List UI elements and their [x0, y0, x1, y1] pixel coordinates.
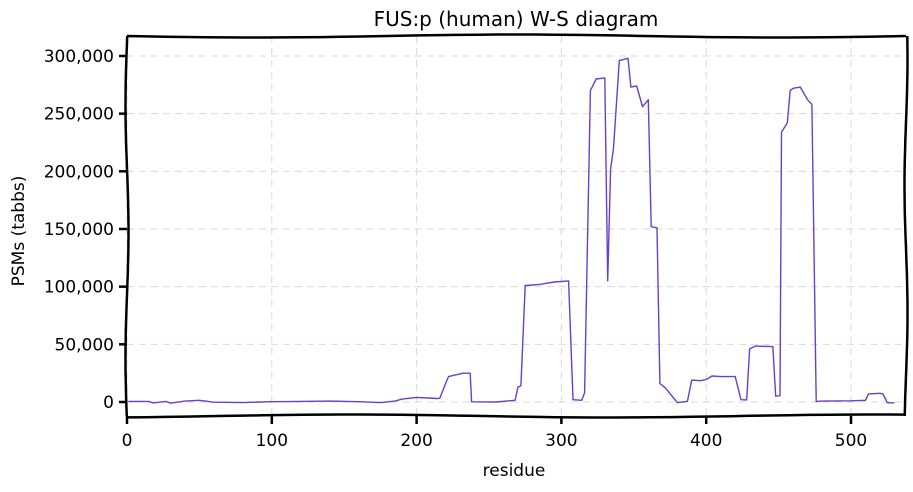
chart-title: FUS:p (human) W-S diagram: [374, 7, 659, 31]
y-tick-label: 50,000: [55, 335, 114, 355]
y-tick-label: 150,000: [44, 220, 114, 240]
y-tick-label: 250,000: [44, 105, 114, 125]
series-line-layer: [128, 57, 895, 404]
y-axis-label: PSMs (tabbs): [9, 176, 29, 287]
plot-frame: [124, 33, 909, 419]
x-tick-label: 500: [835, 431, 867, 451]
y-tick-label: 200,000: [44, 162, 114, 182]
x-tick-label: 300: [545, 431, 577, 451]
x-tick-label: 400: [690, 431, 722, 451]
y-tick-label: 300,000: [44, 47, 114, 67]
y-tick-label: 100,000: [44, 278, 114, 298]
grid: [126, 36, 906, 416]
y-tick-label: 0: [103, 393, 114, 413]
y-axis: 0 50,000 100,000 150,000 200,000 250,000 300,0…: [44, 47, 127, 413]
x-tick-label: 0: [122, 431, 133, 451]
x-axis: 0 100 200 300 400 500: [122, 416, 867, 451]
series-line: [128, 57, 895, 404]
x-tick-label: 200: [400, 431, 432, 451]
x-tick-label: 100: [256, 431, 288, 451]
x-axis-label: residue: [483, 461, 546, 481]
